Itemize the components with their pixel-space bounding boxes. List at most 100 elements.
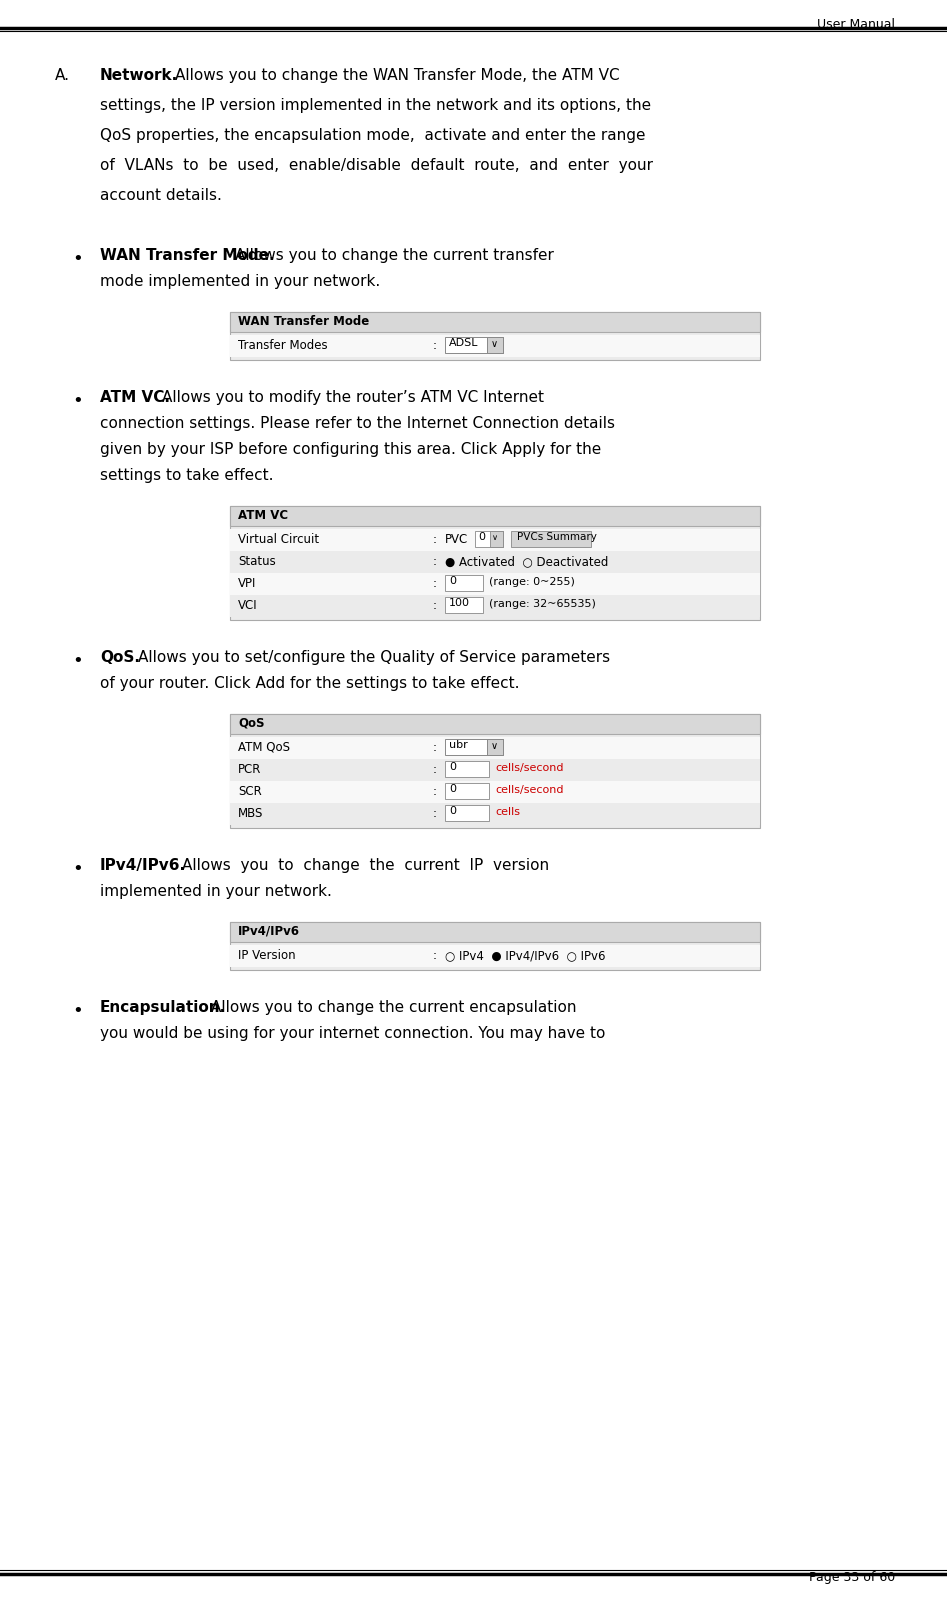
Text: Allows  you  to  change  the  current  IP  version: Allows you to change the current IP vers… (182, 858, 549, 873)
Text: ATM QoS: ATM QoS (238, 741, 290, 754)
Text: given by your ISP before configuring this area. Click Apply for the: given by your ISP before configuring thi… (100, 443, 601, 457)
Bar (445, 575, 483, 591)
Text: 100: 100 (449, 598, 470, 607)
Text: :: : (433, 534, 437, 547)
Text: Allows you to modify the router’s ATM VC Internet: Allows you to modify the router’s ATM VC… (162, 390, 544, 404)
Text: VPI: VPI (238, 577, 257, 590)
Bar (230, 759, 760, 781)
Text: ∨: ∨ (491, 339, 498, 348)
Text: User Manual: User Manual (817, 18, 895, 30)
Text: ● Activated  ○ Deactivated: ● Activated ○ Deactivated (445, 555, 608, 567)
Text: •: • (72, 249, 82, 268)
Text: Allows you to change the current transfer: Allows you to change the current transfe… (235, 248, 554, 264)
Text: :: : (433, 577, 437, 590)
Text: 0: 0 (478, 532, 485, 542)
Bar (230, 551, 760, 574)
Text: Network.: Network. (100, 69, 178, 83)
Bar (490, 531, 503, 547)
Text: settings, the IP version implemented in the network and its options, the: settings, the IP version implemented in … (100, 97, 652, 113)
Text: (range: 0~255): (range: 0~255) (489, 577, 575, 586)
Text: VCI: VCI (238, 599, 258, 612)
Text: •: • (72, 1002, 82, 1020)
Text: ubr: ubr (449, 740, 468, 749)
Text: :: : (433, 807, 437, 820)
Text: WAN Transfer Mode.: WAN Transfer Mode. (100, 248, 275, 264)
Text: ATM VC: ATM VC (238, 510, 288, 523)
Text: 0: 0 (449, 575, 456, 586)
Bar (445, 761, 489, 777)
Text: Allows you to set/configure the Quality of Service parameters: Allows you to set/configure the Quality … (138, 650, 610, 665)
Text: IPv4/IPv6: IPv4/IPv6 (238, 925, 300, 938)
Bar (445, 337, 503, 353)
Text: ∨: ∨ (492, 534, 498, 542)
Text: Virtual Circuit: Virtual Circuit (238, 534, 319, 547)
Text: Allows you to change the WAN Transfer Mode, the ATM VC: Allows you to change the WAN Transfer Mo… (175, 69, 619, 83)
Bar (230, 336, 760, 356)
Text: PCR: PCR (238, 762, 261, 777)
Bar (230, 781, 760, 804)
Bar (230, 507, 760, 620)
Bar (230, 594, 760, 617)
Text: IP Version: IP Version (238, 949, 295, 962)
Text: of  VLANs  to  be  used,  enable/disable  default  route,  and  enter  your: of VLANs to be used, enable/disable defa… (100, 158, 653, 173)
Text: 0: 0 (449, 785, 456, 794)
Text: ○ IPv4  ● IPv4/IPv6  ○ IPv6: ○ IPv4 ● IPv4/IPv6 ○ IPv6 (445, 949, 605, 962)
Bar (487, 337, 503, 353)
Bar (230, 312, 760, 332)
Text: MBS: MBS (238, 807, 263, 820)
Text: connection settings. Please refer to the Internet Connection details: connection settings. Please refer to the… (100, 415, 615, 431)
Bar (511, 531, 591, 547)
Bar (230, 574, 760, 594)
Text: Transfer Modes: Transfer Modes (238, 339, 328, 352)
Text: PVC: PVC (445, 534, 468, 547)
Text: Status: Status (238, 555, 276, 567)
Text: QoS properties, the encapsulation mode,  activate and enter the range: QoS properties, the encapsulation mode, … (100, 128, 646, 142)
Text: :: : (433, 599, 437, 612)
Bar (445, 783, 489, 799)
Text: 0: 0 (449, 762, 456, 772)
Text: •: • (72, 392, 82, 411)
Bar (230, 714, 760, 828)
Bar (445, 805, 489, 821)
Text: implemented in your network.: implemented in your network. (100, 884, 331, 900)
Text: :: : (433, 339, 437, 352)
Bar (230, 944, 760, 967)
Text: 0: 0 (449, 805, 456, 817)
Text: A.: A. (55, 69, 70, 83)
Text: Page 33 of 60: Page 33 of 60 (809, 1571, 895, 1584)
Bar (445, 738, 503, 754)
Bar (230, 312, 760, 360)
Text: QoS: QoS (238, 718, 264, 730)
Text: of your router. Click Add for the settings to take effect.: of your router. Click Add for the settin… (100, 676, 520, 690)
Text: IPv4/IPv6.: IPv4/IPv6. (100, 858, 187, 873)
Bar (230, 714, 760, 733)
Text: QoS.: QoS. (100, 650, 140, 665)
Bar (230, 529, 760, 551)
Text: you would be using for your internet connection. You may have to: you would be using for your internet con… (100, 1026, 605, 1040)
Text: WAN Transfer Mode: WAN Transfer Mode (238, 315, 369, 328)
Text: •: • (72, 652, 82, 670)
Text: SCR: SCR (238, 785, 261, 797)
Text: :: : (433, 741, 437, 754)
Text: ATM VC.: ATM VC. (100, 390, 170, 404)
Bar (487, 738, 503, 754)
Text: :: : (433, 785, 437, 797)
Bar (445, 598, 483, 614)
Text: settings to take effect.: settings to take effect. (100, 468, 274, 483)
Text: Encapsulation.: Encapsulation. (100, 1000, 226, 1015)
Text: PVCs Summary: PVCs Summary (517, 532, 597, 542)
Text: ∨: ∨ (491, 741, 498, 751)
Bar (230, 507, 760, 526)
Text: account details.: account details. (100, 189, 222, 203)
Text: :: : (433, 555, 437, 567)
Text: cells/second: cells/second (495, 785, 563, 794)
Bar (230, 804, 760, 825)
Text: ADSL: ADSL (449, 339, 478, 348)
Bar (230, 737, 760, 759)
Bar (475, 531, 503, 547)
Text: (range: 32~65535): (range: 32~65535) (489, 599, 596, 609)
Bar (230, 922, 760, 970)
Text: :: : (433, 949, 437, 962)
Text: •: • (72, 860, 82, 877)
Text: cells/second: cells/second (495, 762, 563, 773)
